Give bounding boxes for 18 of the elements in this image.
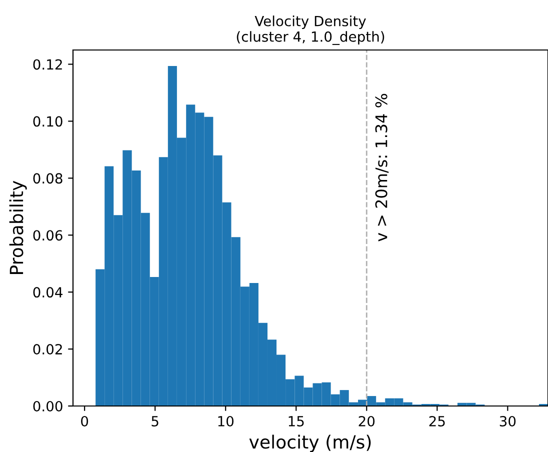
x-axis-title: velocity (m/s) <box>249 434 371 452</box>
y-tick-label: 0.06 <box>33 230 62 241</box>
x-tick-label: 25 <box>429 416 445 426</box>
x-tick-label: 0 <box>81 416 88 426</box>
y-tick-label: 0.12 <box>33 59 62 70</box>
x-tick-label: 15 <box>288 416 304 426</box>
y-tick-label: 0.08 <box>33 173 62 184</box>
y-axis-title: Probability <box>9 180 27 274</box>
y-tick-label: 0.00 <box>33 400 62 412</box>
x-tick-label: 20 <box>358 416 375 426</box>
y-tick-label: 0.02 <box>33 344 62 355</box>
y-tick-label: 0.10 <box>33 116 62 127</box>
chart-title: Velocity Density (cluster 4, 1.0_depth) <box>236 16 384 45</box>
x-tick-label: 5 <box>152 416 158 426</box>
y-tick-label: 0.04 <box>33 287 62 298</box>
annotation: v > 20m/s: 1.34 % <box>375 94 389 242</box>
x-tick-label: 10 <box>218 416 234 426</box>
x-tick-label: 30 <box>500 416 516 426</box>
